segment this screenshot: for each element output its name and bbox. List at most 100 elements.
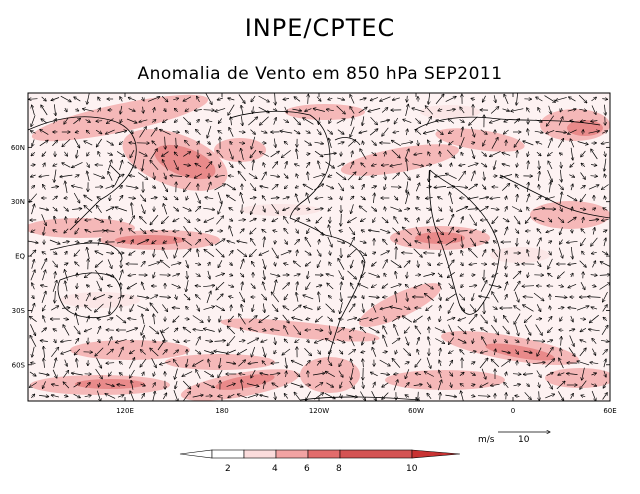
wind-vector	[480, 280, 487, 292]
wind-vector	[73, 192, 80, 203]
wind-vector	[108, 171, 113, 181]
wind-vector	[170, 263, 181, 266]
japan-coastline	[109, 164, 121, 186]
wind-vector	[250, 227, 257, 234]
wind-vector	[172, 132, 180, 133]
wind-vector	[284, 106, 288, 113]
wind-vector	[504, 282, 508, 291]
wind-vector	[538, 108, 540, 113]
wind-vector	[326, 184, 333, 188]
wind-vector	[296, 194, 299, 203]
wind-vector	[447, 272, 456, 277]
wind-vector	[373, 193, 374, 204]
south-asia-coastline	[499, 174, 610, 219]
wind-vector	[39, 140, 48, 147]
wind-vector	[381, 108, 388, 113]
wind-vector	[469, 263, 478, 264]
wind-vector	[163, 172, 166, 180]
wind-vector	[368, 230, 380, 232]
wind-vector	[392, 97, 400, 100]
wind-vector	[591, 252, 597, 253]
wind-vector	[371, 206, 376, 212]
wind-vector	[284, 141, 289, 145]
wind-vector	[165, 136, 166, 150]
wind-vector	[76, 149, 77, 158]
wind-vector	[238, 171, 247, 182]
wind-vector	[341, 213, 342, 226]
wind-vector	[445, 239, 457, 246]
wind-vector	[470, 171, 475, 182]
wind-vector	[216, 281, 225, 290]
wind-vector	[337, 163, 345, 168]
wind-vector	[569, 175, 574, 178]
wind-vector	[326, 274, 335, 277]
wind-vector	[54, 104, 55, 115]
wind-vector	[84, 205, 93, 213]
wind-vector	[62, 163, 71, 168]
wind-vector	[153, 172, 154, 180]
wind-vector	[558, 117, 563, 126]
wind-vector	[461, 284, 463, 287]
wind-vector	[131, 240, 134, 245]
wind-vector	[482, 230, 485, 233]
wind-vector	[368, 272, 379, 277]
wind-vector	[154, 248, 155, 257]
wind-vector	[390, 260, 401, 267]
wind-vector	[125, 185, 138, 188]
wind-vector	[259, 250, 270, 256]
wind-vector	[394, 216, 399, 224]
wind-vector	[439, 249, 441, 257]
antarctica-coastline	[299, 396, 421, 401]
wind-vector	[315, 197, 324, 198]
wind-vector	[471, 149, 475, 158]
wind-vector	[249, 183, 256, 190]
wind-vector	[589, 219, 599, 220]
wind-vector	[591, 237, 598, 246]
wind-vector	[459, 120, 465, 123]
wind-vector	[195, 192, 201, 204]
wind-vector	[448, 119, 455, 124]
wind-vector	[362, 260, 363, 268]
wind-vector	[263, 282, 266, 291]
wind-vector	[601, 142, 609, 144]
wind-vector	[293, 261, 301, 268]
wind-vector	[349, 186, 354, 189]
wind-vector	[205, 162, 212, 169]
wind-vector	[527, 207, 530, 212]
wind-vector	[139, 119, 148, 122]
wind-vector	[203, 285, 215, 286]
wind-vector	[306, 282, 311, 289]
wind-vector	[162, 196, 167, 199]
wind-vector	[217, 150, 224, 159]
wind-vector	[544, 95, 556, 103]
wind-vector	[251, 136, 256, 149]
wind-vector	[381, 216, 388, 223]
wind-vector	[260, 131, 267, 133]
wind-vector	[418, 260, 419, 268]
wind-vector	[547, 217, 552, 222]
wind-vector	[275, 93, 276, 105]
wind-vector	[390, 163, 403, 166]
wind-vector	[316, 96, 321, 102]
wind-vector	[391, 140, 401, 147]
wind-vector	[162, 160, 169, 171]
wind-vector	[336, 105, 346, 114]
wind-vector	[581, 163, 586, 168]
wind-vector	[538, 171, 539, 181]
wind-vector	[413, 248, 423, 258]
wind-vector	[385, 207, 386, 212]
wind-vector	[284, 216, 289, 224]
wind-vector	[87, 93, 90, 105]
wind-vector	[131, 203, 132, 216]
wind-vector	[66, 217, 67, 224]
wind-vector	[395, 271, 396, 279]
wind-vector	[488, 284, 501, 288]
wind-vector	[517, 150, 518, 158]
wind-vector	[571, 147, 573, 160]
wind-vector	[439, 140, 441, 147]
wind-vector	[140, 261, 145, 268]
wind-vector	[31, 259, 35, 269]
wind-vector	[373, 217, 376, 223]
wind-vector	[447, 260, 454, 269]
wind-vector	[305, 209, 310, 210]
